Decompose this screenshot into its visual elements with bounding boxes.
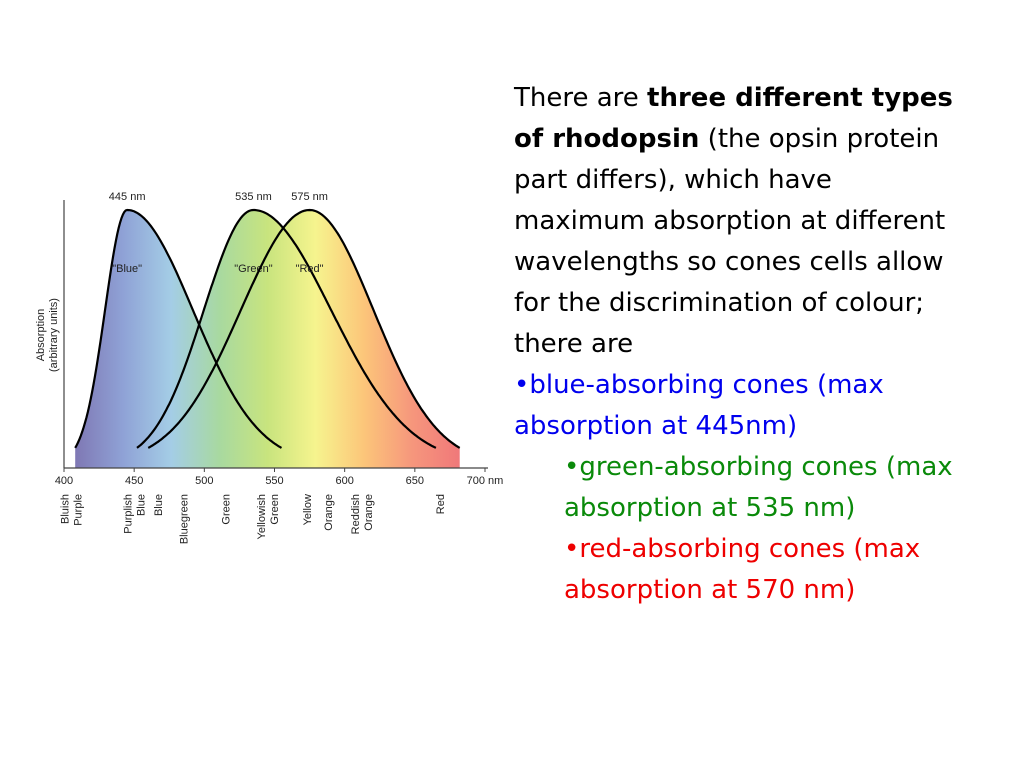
x-tick-label-5: 650 bbox=[406, 475, 424, 487]
peak-label-2: 575 nm bbox=[291, 191, 328, 203]
y-axis-label-line1: Absorption bbox=[35, 309, 47, 362]
bullet-red-cones: •red-absorbing cones (max absorption at … bbox=[564, 534, 921, 605]
x-tick-label-0: 400 bbox=[55, 475, 73, 487]
x-tick-label-3: 550 bbox=[265, 475, 283, 487]
spectrum-fill bbox=[75, 210, 460, 468]
color-band-label-0-1: Purple bbox=[73, 494, 85, 526]
series-name-label-1: "Green" bbox=[234, 263, 272, 275]
color-band-label-4-0: Green bbox=[220, 494, 232, 525]
x-tick-label-2: 500 bbox=[195, 475, 213, 487]
absorption-chart-svg: 445 nm "Blue" 535 nm "Green" 575 nm "Red" 400 4… bbox=[35, 191, 504, 544]
x-tick-label-6: 700 nm bbox=[467, 475, 504, 487]
color-band-label-8-0: Reddish bbox=[350, 494, 362, 534]
color-band-label-6-0: Yellow bbox=[302, 494, 314, 525]
description-panel: There are three different types of rhodo… bbox=[514, 78, 954, 611]
peak-label-1: 535 nm bbox=[235, 191, 272, 203]
intro-paragraph: There are three different types of rhodo… bbox=[514, 78, 954, 365]
intro-text-1: There are bbox=[514, 83, 648, 113]
series-line-2 bbox=[147, 208, 461, 449]
series-line-0 bbox=[74, 208, 283, 449]
color-band-label-5-0: Yellowish bbox=[256, 494, 268, 539]
bullet-blue-cones: •blue-absorbing cones (max absorption at… bbox=[514, 370, 884, 441]
peak-label-0: 445 nm bbox=[109, 191, 146, 203]
color-band-label-3-0: Bluegreen bbox=[178, 494, 190, 544]
color-band-label-7-0: Orange bbox=[323, 494, 335, 531]
x-tick-label-1: 450 bbox=[125, 475, 143, 487]
color-band-label-0-0: Bluish bbox=[60, 494, 72, 524]
color-band-label-5-1: Green bbox=[269, 494, 281, 525]
color-band-label-2-0: Blue bbox=[153, 494, 165, 516]
y-axis-label-line2: (arbitrary units) bbox=[48, 298, 60, 372]
intro-bold-text: three different types of rhodopsin bbox=[514, 83, 953, 154]
x-tick-label-4: 600 bbox=[335, 475, 353, 487]
series-name-label-0: "Blue" bbox=[112, 263, 142, 275]
absorption-chart: 445 nm "Blue" 535 nm "Green" 575 nm "Red" 400 4… bbox=[0, 180, 520, 600]
color-band-label-1-1: Blue bbox=[136, 494, 148, 516]
color-band-label-1-0: Purplish bbox=[123, 494, 135, 534]
color-band-label-9-0: Red bbox=[435, 494, 447, 514]
bullet-green-cones: •green-absorbing cones (max absorption a… bbox=[564, 452, 953, 523]
series-line-1 bbox=[136, 208, 437, 449]
intro-text-2: (the opsin protein part differs), which … bbox=[514, 124, 946, 359]
color-band-label-8-1: Orange bbox=[363, 494, 375, 531]
series-name-label-2: "Red" bbox=[296, 263, 324, 275]
